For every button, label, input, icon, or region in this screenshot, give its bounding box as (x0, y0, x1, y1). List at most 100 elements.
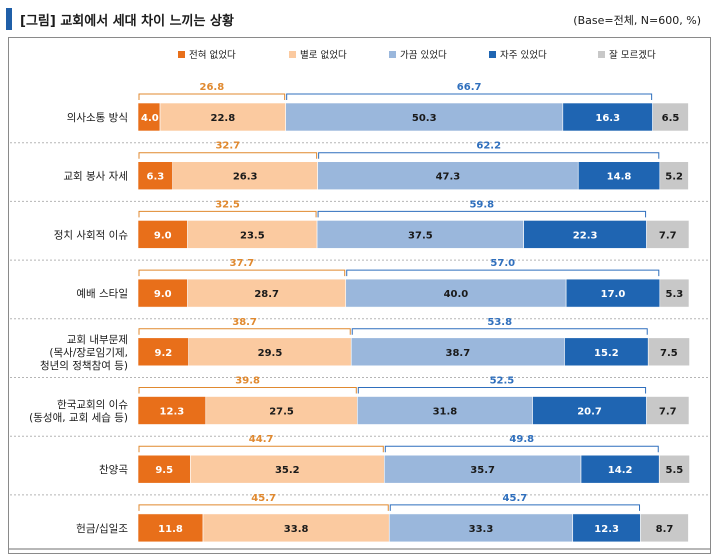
bar-segment (577, 161, 661, 190)
data-label: 5.3 (666, 289, 684, 300)
net-bracket-negative (138, 504, 389, 511)
data-label: 37.5 (408, 230, 433, 241)
bar-segment (565, 278, 661, 308)
data-label: 5.5 (666, 465, 684, 476)
net-label-negative: 32.7 (215, 141, 240, 152)
legend-label-1: 전혀 없었다 (189, 49, 236, 61)
data-label: 7.7 (659, 230, 677, 241)
bar-segment (652, 102, 689, 132)
data-label: 22.3 (573, 230, 598, 241)
bar-segment (187, 278, 347, 308)
net-label-positive: 62.2 (476, 141, 501, 152)
category-label: 예배 스타일 (76, 287, 128, 300)
bar-segment (172, 161, 318, 190)
net-label-negative: 26.8 (199, 82, 224, 93)
bar-segment (317, 161, 579, 190)
net-bracket-positive (286, 93, 653, 100)
net-bracket-positive (389, 504, 641, 511)
bar-segment (137, 396, 207, 425)
bar-segment (647, 337, 690, 367)
data-label: 27.5 (269, 407, 294, 418)
bar-segment (137, 337, 189, 367)
bar-segment (523, 220, 647, 249)
bar-segment (659, 278, 690, 308)
category-label: 정치 사회적 이슈 (54, 229, 129, 241)
data-label: 23.5 (240, 230, 265, 241)
data-label: 33.3 (469, 524, 494, 535)
data-label: 50.3 (412, 113, 437, 124)
net-bracket-negative (138, 387, 357, 394)
category-label: 청년의 정책참여 등) (40, 360, 128, 372)
bar-segment (383, 454, 582, 484)
category-label: (동성애, 교회 세습 등) (29, 412, 128, 424)
data-label: 9.0 (154, 289, 172, 300)
data-label: 6.3 (146, 172, 164, 183)
data-label: 6.5 (662, 113, 680, 124)
data-label: 15.2 (594, 348, 619, 359)
bar-segment (137, 278, 188, 308)
bar-segment (646, 396, 690, 425)
title-accent-bar (6, 8, 12, 30)
data-label: 5.2 (665, 172, 683, 183)
net-bracket-positive (317, 210, 647, 218)
bar-segment (564, 337, 649, 367)
net-bracket-positive (346, 269, 660, 277)
category-label: 교회 내부문제 (67, 334, 128, 346)
data-label: 20.7 (577, 407, 602, 418)
legend-label-5: 잘 모르겠다 (609, 49, 656, 61)
legend-swatch-1 (178, 51, 185, 58)
legend-label-2: 별로 없었다 (300, 49, 347, 61)
net-label-negative: 45.7 (251, 493, 276, 504)
net-bracket-negative (138, 269, 346, 277)
data-label: 28.7 (254, 289, 279, 300)
data-label: 7.5 (660, 348, 678, 359)
category-label: 교회 봉사 자세 (63, 171, 128, 183)
net-bracket-positive (357, 387, 647, 394)
bar-segment (350, 337, 565, 367)
data-label: 11.8 (158, 524, 183, 535)
net-label-positive: 57.0 (490, 258, 515, 269)
data-label: 12.3 (594, 524, 619, 535)
legend-swatch-3 (389, 51, 396, 58)
net-label-negative: 38.7 (232, 317, 257, 328)
category-label: 헌금/십일조 (76, 522, 128, 535)
net-label-positive: 49.8 (509, 434, 534, 445)
data-label: 7.7 (659, 407, 677, 418)
data-label: 12.3 (160, 407, 185, 418)
bar-segment (187, 220, 318, 249)
bar-segment (202, 513, 390, 543)
bar-segment (640, 513, 689, 543)
data-label: 35.7 (470, 465, 495, 476)
data-label: 14.2 (608, 465, 633, 476)
legend-swatch-5 (598, 51, 605, 58)
data-label: 38.7 (446, 348, 471, 359)
bar-segment (316, 220, 525, 249)
net-label-negative: 32.5 (215, 199, 240, 210)
data-label: 9.0 (154, 230, 172, 241)
category-label: 한국교회의 이슈 (57, 399, 128, 411)
legend-swatch-4 (489, 51, 496, 58)
net-bracket-negative (138, 445, 384, 453)
bar-segment (658, 454, 690, 484)
net-label-positive: 59.8 (469, 199, 494, 210)
data-label: 40.0 (444, 289, 469, 300)
data-label: 47.3 (436, 172, 461, 183)
data-label: 9.5 (155, 465, 173, 476)
bar-segment (285, 102, 564, 132)
net-label-positive: 45.7 (503, 493, 528, 504)
chart-title: [그림] 교회에서 세대 차이 느끼는 상황 (20, 14, 234, 29)
bar-segment (188, 337, 352, 367)
legend-label-3: 가끔 있었다 (400, 49, 447, 61)
bar-segment (388, 513, 574, 543)
net-label-negative: 44.7 (249, 434, 274, 445)
net-bracket-negative (138, 93, 286, 100)
data-label: 22.8 (211, 113, 236, 124)
bar-segment (646, 220, 690, 249)
net-bracket-positive (318, 152, 660, 159)
bar-segment (137, 220, 188, 249)
bar-segment (659, 161, 689, 190)
net-label-positive: 52.5 (490, 376, 515, 387)
bar-segment (205, 396, 358, 425)
